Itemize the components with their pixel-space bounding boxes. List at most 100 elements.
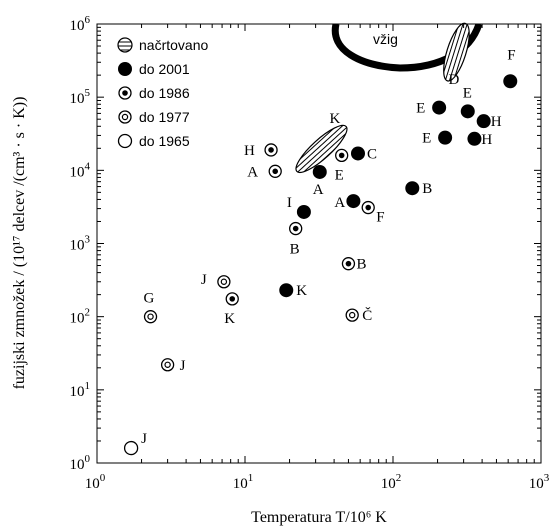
point-ring-0-inner (220, 278, 228, 285)
planned-label-k: K (329, 111, 340, 127)
x-tick-label-3: 103 (529, 472, 550, 492)
x-axis-title: Temperatura T/10⁶ K (251, 509, 387, 526)
point-filled-9 (346, 194, 361, 209)
point-label-ring-3: J (180, 358, 186, 374)
point-open-0 (123, 440, 139, 456)
x-tick-label-1: 101 (233, 472, 254, 492)
legend-label-2: do 1986 (139, 85, 190, 101)
legend-marker-4-open (117, 133, 133, 149)
point-filled-0 (503, 74, 518, 89)
point-filled-4-dot (438, 130, 453, 145)
point-ring-2-inner (348, 311, 356, 319)
point-dot-1-center (272, 168, 279, 175)
point-label-dot-3: F (376, 210, 384, 226)
point-ring-1 (143, 310, 158, 324)
point-ring-3-inner (164, 361, 171, 368)
point-label-ring-2: Č (362, 307, 372, 324)
point-filled-10-dot (296, 204, 311, 219)
point-dot-2-center (338, 152, 345, 159)
point-dot-0-center (268, 147, 274, 153)
point-filled-5-dot (467, 131, 482, 146)
point-ring-0 (217, 275, 231, 289)
point-dot-3-center (365, 204, 372, 211)
legend-label-0: načrtovano (139, 37, 208, 53)
legend-marker-3-inner (121, 113, 129, 121)
point-label-dot-6: K (224, 311, 235, 327)
point-filled-11-dot (279, 283, 294, 298)
y-tick-labels: 100 101 102 103 104 105 106 (70, 14, 91, 473)
legend-marker-0-hatched (117, 37, 133, 53)
point-label-filled-2: E (463, 85, 472, 101)
point-filled-9-dot (346, 194, 361, 209)
point-filled-1-dot (432, 100, 447, 115)
point-filled-3-dot (476, 114, 491, 129)
point-label-open-0: J (141, 431, 147, 447)
legend-marker-3 (118, 110, 132, 124)
point-filled-6-dot (350, 146, 365, 161)
legend-label-1: do 2001 (139, 61, 190, 77)
legend-marker-0 (117, 37, 133, 53)
point-dot-3 (361, 200, 375, 215)
point-label-dot-4: B (290, 242, 300, 258)
point-filled-0-dot (503, 74, 518, 89)
point-filled-4 (438, 130, 453, 145)
point-label-filled-9: A (334, 195, 345, 211)
point-dot-6 (225, 292, 239, 306)
point-filled-2 (460, 104, 475, 119)
planned-regions: KD (295, 22, 470, 174)
point-ring-2 (345, 308, 359, 322)
point-label-ring-0: J (201, 272, 207, 288)
point-filled-10 (296, 204, 311, 219)
point-filled-7 (312, 164, 327, 179)
x-tick-label-2: 102 (381, 472, 402, 492)
legend: načrtovano do 2001 do 1986 do 1977 do 1965 (117, 37, 208, 149)
point-label-dot-2: E (335, 167, 344, 183)
point-label-filled-3: H (491, 114, 502, 130)
y-tick-label-6: 106 (70, 14, 91, 34)
point-label-filled-5: H (481, 132, 492, 148)
axis-ticks (96, 23, 542, 464)
point-label-dot-1: A (247, 164, 258, 180)
point-label-dot-0: H (244, 143, 255, 159)
point-label-ring-1: G (144, 291, 155, 307)
legend-marker-1-dot (118, 62, 132, 76)
point-dot-5-center (345, 260, 352, 267)
point-filled-11 (279, 283, 294, 298)
point-label-dot-5: B (356, 257, 366, 273)
data-points (123, 74, 518, 456)
point-label-filled-1: E (416, 101, 425, 117)
y-tick-label-2: 102 (70, 307, 91, 327)
point-label-filled-0: F (507, 47, 515, 63)
point-filled-2-dot (460, 104, 475, 119)
point-filled-1 (432, 100, 447, 115)
point-label-filled-11: K (296, 283, 307, 299)
x-tick-labels: 100 101 102 103 (85, 472, 550, 492)
point-filled-6 (350, 146, 365, 161)
point-dot-5 (341, 257, 356, 271)
x-tick-label-0: 100 (85, 472, 106, 492)
y-axis-title: fuzijski zmnožek / (10¹⁷ delcev /(cm³ · … (11, 97, 28, 390)
y-tick-label-0: 100 (70, 453, 91, 473)
point-dot-0 (264, 143, 278, 157)
legend-label-4: do 1965 (139, 133, 190, 149)
point-dot-1 (268, 164, 282, 178)
legend-marker-4 (117, 133, 133, 149)
legend-label-3: do 1977 (139, 109, 190, 125)
point-label-filled-4: E (422, 131, 431, 147)
point-ring-1-inner (147, 313, 154, 320)
y-tick-label-5: 105 (70, 87, 91, 107)
point-label-filled-6: C (367, 146, 377, 162)
point-ring-3 (160, 358, 175, 372)
legend-marker-1 (118, 62, 132, 76)
legend-marker-2-center (122, 90, 128, 96)
planned-label-d: D (448, 72, 459, 88)
point-dot-4 (289, 221, 303, 236)
planned-region-d (443, 22, 470, 82)
point-label-filled-8: B (422, 181, 432, 197)
planned-region-k (295, 124, 348, 174)
point-filled-7-dot (312, 164, 327, 179)
point-filled-3 (476, 114, 491, 129)
point-dot-6-center (229, 296, 236, 302)
